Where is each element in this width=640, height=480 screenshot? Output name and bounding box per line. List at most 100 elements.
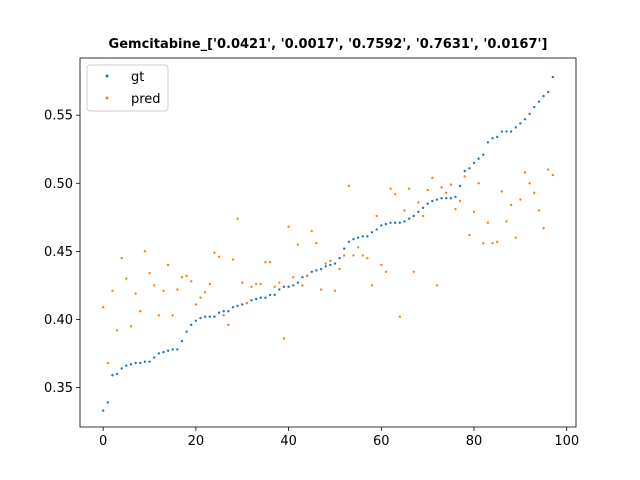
point-gt-88 — [509, 130, 513, 133]
legend-marker-gt — [105, 74, 109, 78]
point-gt-91 — [523, 118, 527, 121]
point-pred-24 — [213, 251, 216, 254]
point-pred-0 — [101, 305, 105, 309]
point-pred-70 — [426, 188, 429, 192]
point-pred-14 — [166, 263, 170, 267]
point-gt-19 — [190, 323, 193, 327]
legend-label-gt: gt — [131, 70, 144, 85]
point-gt-83 — [486, 141, 490, 144]
point-gt-0 — [101, 409, 105, 412]
point-pred-25 — [217, 255, 221, 258]
point-gt-54 — [352, 237, 355, 241]
point-pred-20 — [194, 303, 198, 306]
point-gt-2 — [111, 374, 114, 377]
point-pred-76 — [454, 207, 457, 211]
point-gt-4 — [120, 367, 123, 370]
x-tick-label-40: 40 — [280, 434, 297, 449]
point-gt-59 — [375, 228, 378, 231]
point-gt-96 — [546, 90, 550, 94]
x-tick-label-0: 0 — [99, 434, 107, 449]
point-pred-45 — [310, 229, 313, 233]
point-gt-30 — [241, 303, 244, 306]
point-gt-51 — [338, 256, 341, 260]
point-pred-79 — [468, 233, 471, 237]
point-gt-24 — [213, 315, 216, 318]
point-pred-85 — [496, 240, 499, 244]
point-gt-23 — [208, 315, 211, 318]
point-pred-28 — [231, 258, 235, 261]
point-pred-77 — [458, 199, 462, 203]
point-gt-12 — [157, 352, 160, 355]
point-pred-67 — [412, 270, 415, 273]
point-pred-90 — [519, 198, 522, 201]
point-gt-75 — [449, 197, 453, 200]
point-gt-97 — [551, 75, 555, 79]
point-gt-70 — [426, 202, 429, 205]
point-pred-6 — [129, 325, 133, 328]
point-gt-8 — [139, 361, 142, 365]
point-pred-21 — [199, 296, 202, 299]
point-gt-41 — [292, 284, 295, 287]
point-gt-56 — [361, 235, 364, 238]
point-pred-62 — [389, 187, 392, 190]
y-tick-label-2: 0.45 — [44, 245, 73, 260]
point-gt-62 — [389, 221, 392, 224]
point-pred-8 — [139, 310, 142, 313]
point-gt-77 — [458, 184, 462, 188]
point-pred-41 — [292, 276, 295, 279]
point-gt-50 — [333, 262, 337, 265]
point-pred-38 — [278, 281, 281, 284]
point-gt-9 — [143, 360, 147, 363]
point-gt-90 — [519, 122, 522, 125]
point-pred-9 — [143, 250, 147, 253]
point-gt-40 — [287, 285, 290, 288]
point-pred-36 — [268, 261, 272, 264]
point-gt-16 — [176, 348, 179, 351]
point-pred-43 — [301, 284, 304, 287]
point-gt-69 — [421, 206, 425, 209]
y-tick-label-1: 0.40 — [44, 313, 73, 328]
point-gt-84 — [491, 137, 494, 140]
point-pred-94 — [537, 209, 541, 212]
y-tick-label-0: 0.35 — [44, 381, 73, 396]
point-pred-30 — [241, 281, 244, 284]
point-gt-1 — [106, 401, 110, 404]
point-gt-43 — [301, 276, 304, 279]
point-pred-13 — [162, 289, 165, 293]
y-tick-label-4: 0.55 — [44, 109, 73, 124]
point-pred-3 — [115, 329, 119, 332]
point-gt-20 — [194, 319, 198, 322]
point-gt-15 — [171, 348, 174, 351]
legend-label-pred: pred — [131, 92, 161, 107]
point-pred-46 — [315, 241, 318, 245]
point-gt-57 — [366, 235, 369, 238]
point-pred-51 — [338, 267, 341, 271]
point-pred-15 — [171, 314, 174, 317]
point-gt-71 — [431, 199, 434, 203]
point-gt-36 — [268, 293, 272, 297]
point-gt-64 — [398, 221, 402, 224]
x-tick-label-60: 60 — [373, 434, 390, 449]
point-pred-1 — [106, 361, 110, 365]
point-gt-34 — [259, 296, 262, 299]
point-pred-12 — [157, 314, 160, 317]
x-tick-label-80: 80 — [466, 434, 483, 449]
point-gt-38 — [278, 288, 281, 291]
point-pred-42 — [296, 243, 300, 246]
point-gt-28 — [231, 305, 235, 309]
point-gt-78 — [463, 169, 466, 173]
point-gt-67 — [412, 214, 415, 218]
axes: 0 20 40 60 80 100 0.35 0.40 0.45 0.50 0.55 — [44, 57, 579, 449]
point-gt-81 — [477, 157, 480, 160]
point-gt-22 — [203, 315, 207, 318]
x-tick-label-100: 100 — [554, 434, 579, 449]
point-pred-92 — [528, 182, 531, 185]
point-pred-97 — [551, 173, 555, 177]
point-gt-39 — [282, 285, 286, 288]
point-pred-54 — [352, 254, 355, 257]
point-pred-59 — [375, 214, 378, 218]
point-pred-89 — [514, 236, 517, 239]
point-pred-57 — [366, 256, 369, 260]
point-pred-37 — [273, 285, 276, 288]
point-pred-78 — [463, 175, 466, 178]
